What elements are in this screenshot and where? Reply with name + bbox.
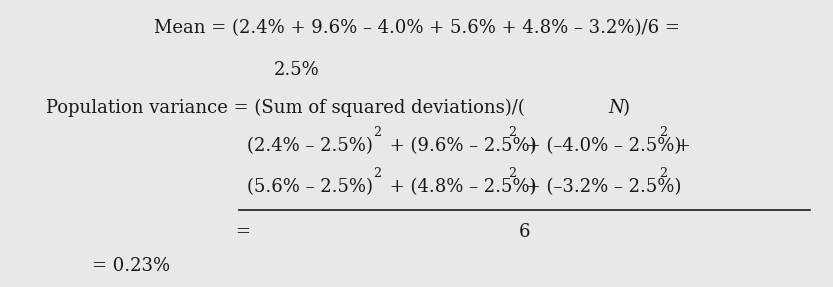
Text: 2: 2 — [508, 126, 516, 139]
Text: ): ) — [622, 99, 630, 117]
Text: 2: 2 — [372, 167, 381, 180]
Text: (5.6% – 2.5%): (5.6% – 2.5%) — [247, 178, 373, 196]
Text: + (4.8% – 2.5%): + (4.8% – 2.5%) — [384, 178, 536, 196]
Text: 2: 2 — [372, 126, 381, 139]
Text: + (–4.0% – 2.5%): + (–4.0% – 2.5%) — [520, 137, 681, 155]
Text: 2: 2 — [659, 126, 667, 139]
Text: 2: 2 — [508, 167, 516, 180]
Text: 6: 6 — [518, 223, 530, 241]
Text: 2.5%: 2.5% — [274, 61, 319, 79]
Text: N: N — [608, 99, 624, 117]
Text: + (9.6% – 2.5%): + (9.6% – 2.5%) — [384, 137, 536, 155]
Text: +: + — [670, 137, 691, 155]
Text: Population variance = (Sum of squared deviations)/(: Population variance = (Sum of squared de… — [46, 99, 525, 117]
Text: = 0.23%: = 0.23% — [92, 257, 170, 275]
Text: + (–3.2% – 2.5%): + (–3.2% – 2.5%) — [520, 178, 681, 196]
Text: Mean = (2.4% + 9.6% – 4.0% + 5.6% + 4.8% – 3.2%)/6 =: Mean = (2.4% + 9.6% – 4.0% + 5.6% + 4.8%… — [153, 19, 680, 37]
Text: (2.4% – 2.5%): (2.4% – 2.5%) — [247, 137, 372, 155]
Text: =: = — [235, 223, 250, 241]
Text: 2: 2 — [659, 167, 667, 180]
